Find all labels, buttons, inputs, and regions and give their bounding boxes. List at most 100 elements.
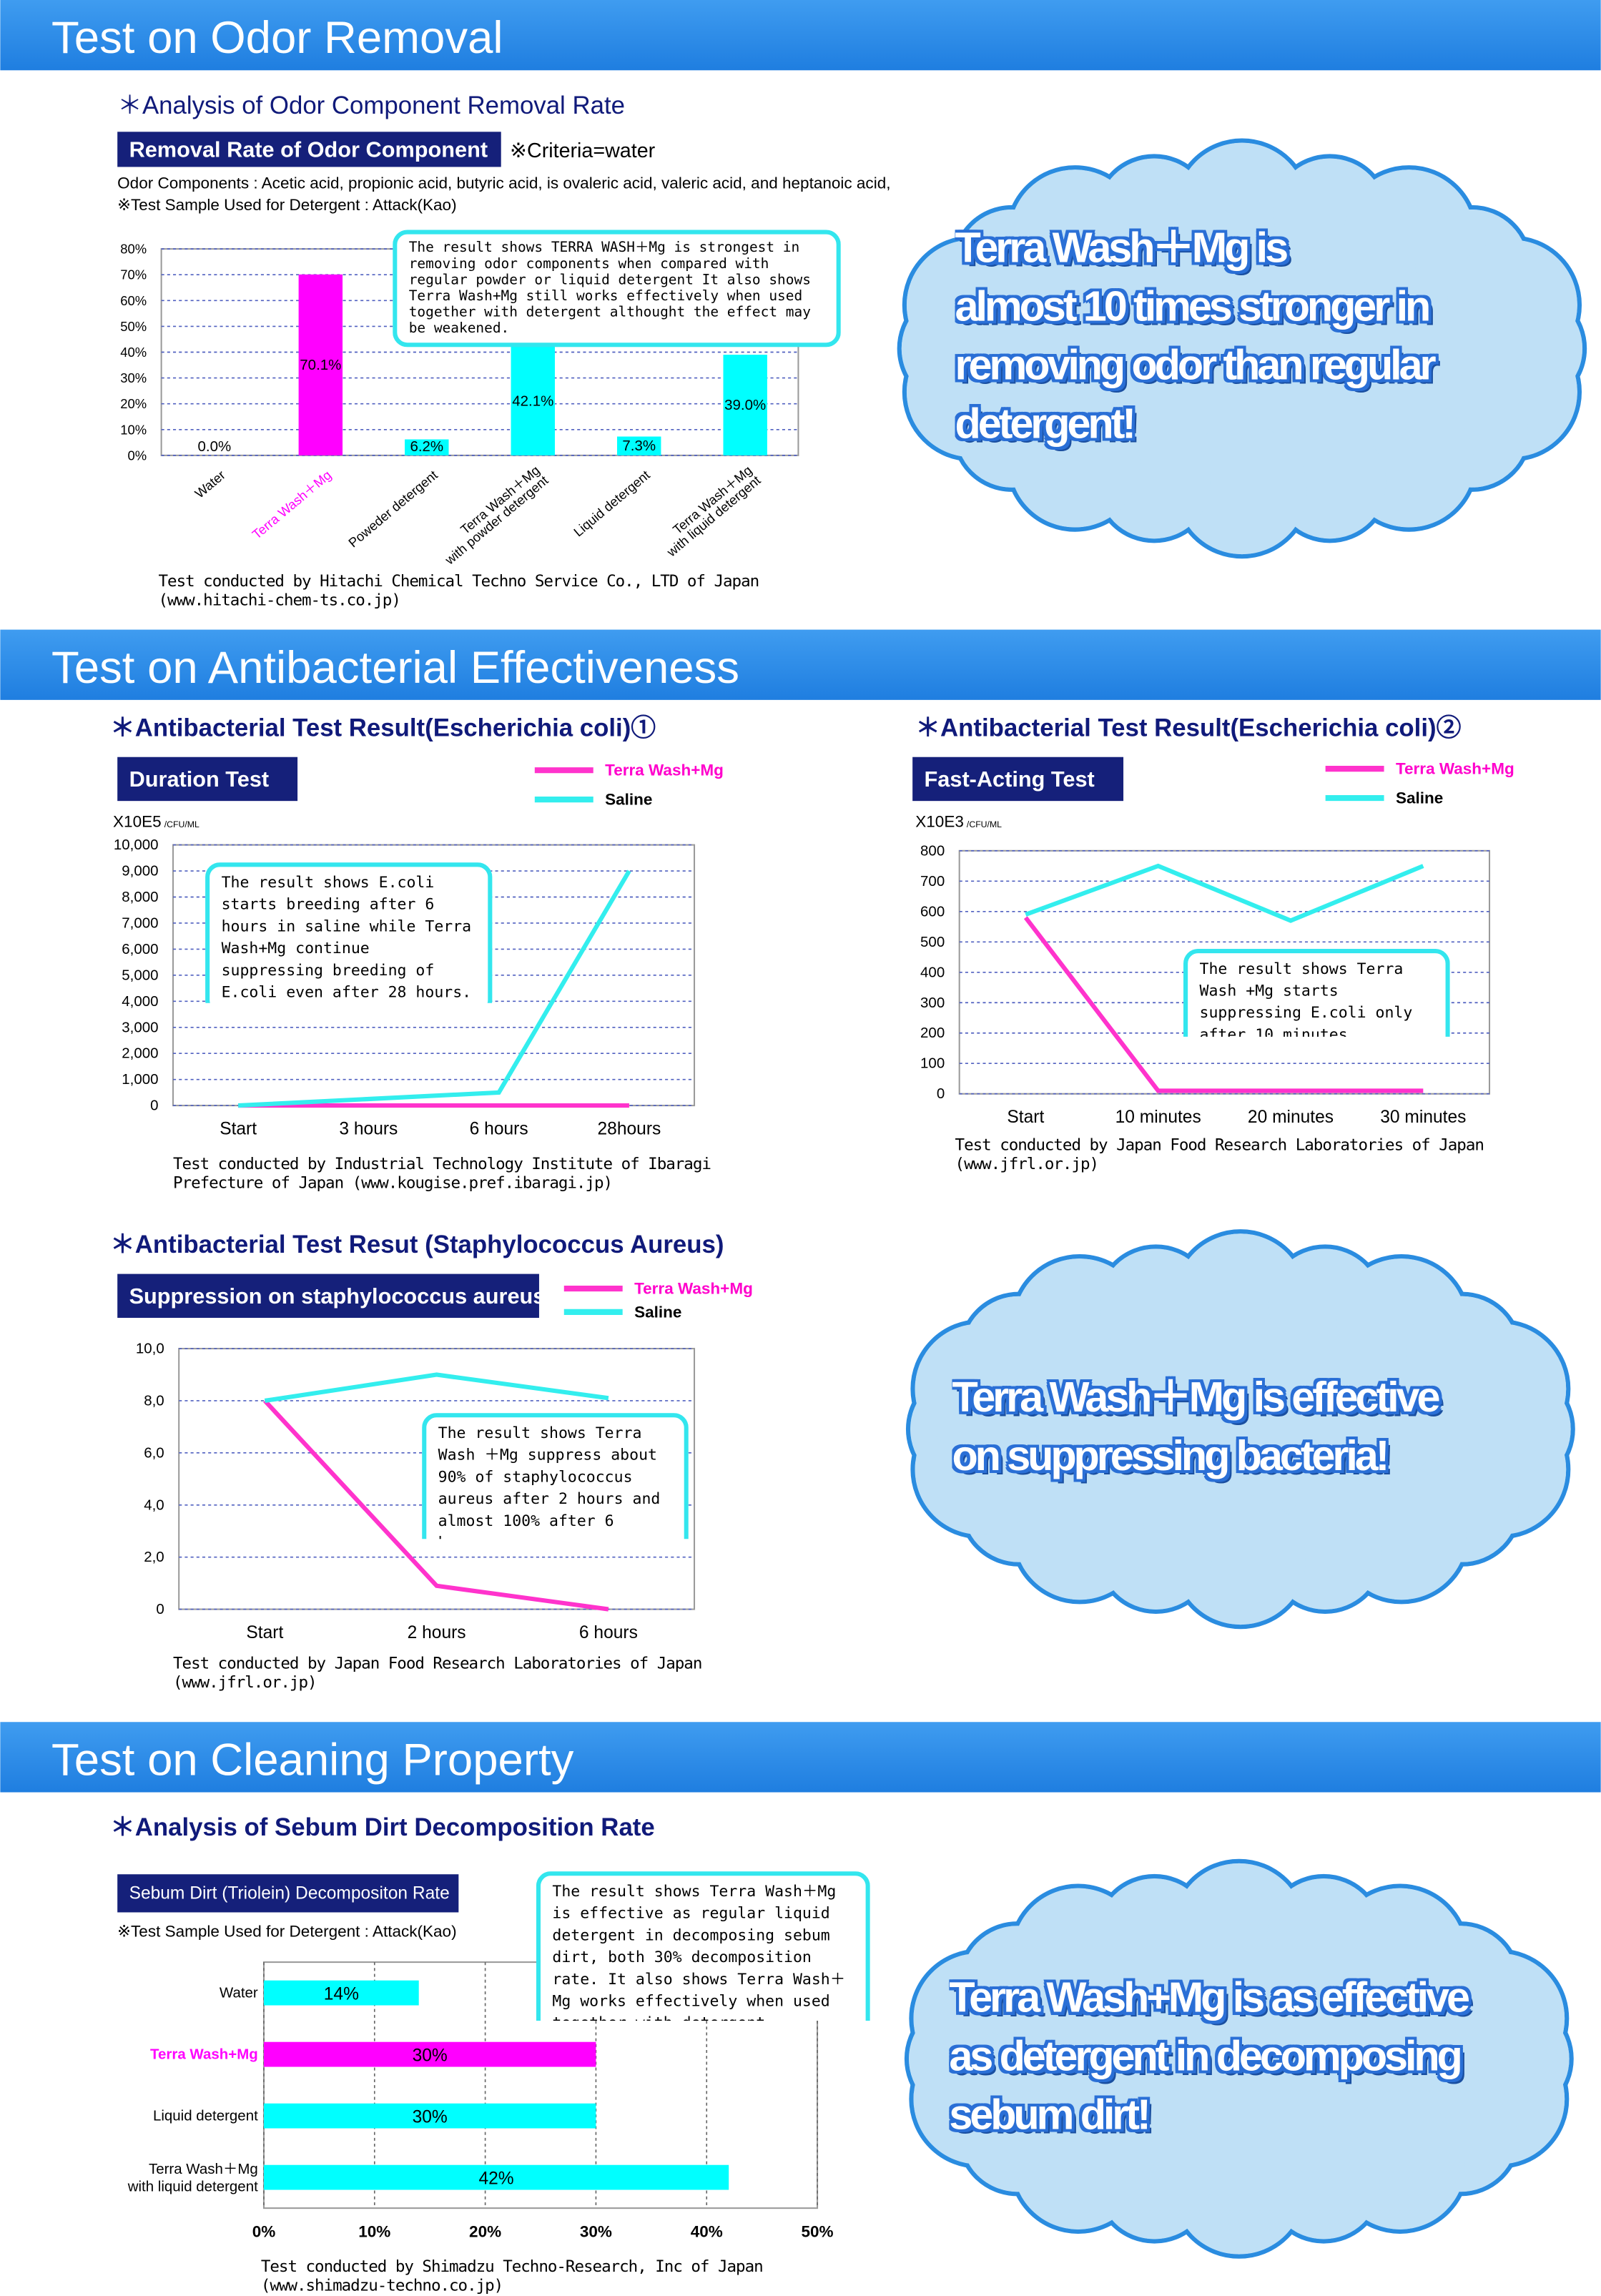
category-label: 28hours (598, 1119, 661, 1138)
y-tick-label: 30% (120, 370, 147, 385)
section-bar (0, 1722, 1601, 1793)
value-label: 39.0% (724, 397, 766, 413)
section-bar (0, 629, 1601, 700)
y-tick-label: 40% (120, 345, 147, 360)
legend-label: Saline (634, 1303, 681, 1321)
y-tick-label: 2,000 (122, 1045, 158, 1062)
legend-label: Terra Wash+Mg (634, 1280, 753, 1298)
x-tick-label: 50% (802, 2222, 834, 2240)
badge (117, 1273, 539, 1319)
value-label: 30% (413, 2108, 448, 2127)
section-title: Test on Odor Removal (51, 13, 503, 63)
category-label: Start (246, 1623, 283, 1642)
series-line (237, 869, 631, 1108)
y-tick-label: 8,0 (144, 1392, 164, 1409)
y-tick-label: 50% (120, 319, 147, 334)
category-label: 6 hours (579, 1623, 638, 1642)
badge-note: ※Criteria=water (510, 139, 656, 162)
bar (405, 439, 449, 455)
value-label: 42% (478, 2169, 513, 2189)
annotation-box: The result shows TERRA WASH＋Mg is strong… (393, 230, 841, 348)
chart-title: ＊Antibacterial Test Result(Escherichia c… (915, 714, 1461, 741)
badge-text: Suppression on staphylococcus aureus (129, 1284, 546, 1309)
annotation: The result shows TERRA WASH＋Mg is strong… (393, 230, 841, 348)
y-tick-label: 60% (120, 293, 147, 308)
y-tick-label: 800 (920, 842, 945, 859)
source-note: Test conducted by Japan Food Research La… (173, 1654, 701, 1692)
badge-text: Duration Test (129, 767, 270, 792)
category-label: 20 minutes (1248, 1108, 1334, 1127)
y-tick-label: 700 (920, 873, 945, 890)
category-label: Start (1007, 1108, 1044, 1127)
series-line (1023, 916, 1424, 1093)
y-unit-small: /CFU/ML (967, 819, 1002, 829)
cloud-text: Terra Wash+Mg is as effective as deterge… (949, 1975, 1470, 2139)
y-tick-label: 3,000 (122, 1019, 158, 1035)
series-line (263, 1399, 609, 1612)
annotation: The result shows Terra Wash＋Mg is effect… (536, 1871, 870, 2021)
cloud-puff (1435, 1324, 1567, 1454)
badge (912, 757, 1124, 802)
value-label: 14% (324, 1985, 359, 2004)
value-label: 70.1% (300, 357, 341, 373)
category-label: 30 minutes (1380, 1108, 1466, 1127)
series-line (1025, 863, 1424, 923)
category-label: 10 minutes (1115, 1108, 1201, 1127)
chart-title: ＊Antibacterial Test Result(Escherichia c… (110, 714, 656, 741)
badge (117, 1874, 459, 1913)
x-tick-label: 10% (358, 2222, 390, 2240)
section-title: Test on Cleaning Property (51, 1735, 574, 1785)
bar (298, 274, 343, 455)
y-tick-label: 0% (128, 448, 147, 463)
x-tick-label: 40% (691, 2222, 723, 2240)
y-tick-label: 20% (120, 396, 147, 411)
category-label: 6 hours (470, 1119, 528, 1138)
annotation: The result shows Terra Wash ＋Mg suppress… (422, 1413, 689, 1539)
y-tick-label: 0 (156, 1601, 164, 1617)
annotation: The result shows E.coli starts breeding … (205, 862, 493, 1003)
cloud-text-box: Terra Wash+Mg is as effective as deterge… (949, 1975, 1470, 2139)
y-tick-label: 500 (920, 934, 945, 950)
legend-label: Saline (605, 791, 652, 809)
y-unit: X10E3 (915, 812, 964, 830)
note: ※Test Sample Used for Detergent : Attack… (117, 1923, 456, 1941)
cloud-text-box: Terra Wash＋Mg is almost 10 times stronge… (955, 225, 1437, 448)
x-tick-label: 30% (580, 2222, 612, 2240)
y-tick-label: 300 (920, 995, 945, 1011)
y-tick-label: 8,000 (122, 889, 158, 905)
y-tick-label: 80% (120, 242, 147, 257)
category-label: 3 hours (339, 1119, 398, 1138)
y-tick-label: 10,000 (114, 837, 159, 853)
cloud-puff (1434, 1953, 1565, 2084)
source-note: Test conducted by Industrial Technology … (173, 1155, 711, 1193)
cloud (905, 1229, 1575, 1630)
cloud-text: Terra Wash＋Mg is almost 10 times stronge… (955, 225, 1437, 448)
y-tick-label: 0 (150, 1098, 158, 1114)
y-tick-label: 4,0 (144, 1497, 164, 1513)
y-tick-label: 600 (920, 903, 945, 920)
badge (117, 757, 298, 802)
y-tick-label: 100 (920, 1055, 945, 1072)
cloud-puff (1173, 2124, 1304, 2255)
legend-label: Terra Wash+Mg (605, 762, 724, 779)
y-tick-label: 9,000 (122, 863, 158, 880)
annotation-box: The result shows E.coli starts breeding … (205, 862, 493, 1003)
cloud-text: Terra Wash＋Mg is effective on suppressin… (952, 1374, 1440, 1481)
y-tick-label: 4,000 (122, 993, 158, 1010)
bar (263, 2041, 596, 2067)
value-label: 6.2% (410, 438, 443, 455)
cloud-puff (1173, 1863, 1304, 1994)
source-note: Test conducted by Shimadzu Techno-Resear… (261, 2257, 763, 2295)
y-unit: X10E5 (113, 812, 162, 830)
category-label: Start (220, 1119, 257, 1138)
source-note: Test conducted by Hitachi Chemical Techn… (159, 572, 759, 610)
chart-title: ＊Analysis of Sebum Dirt Decomposition Ra… (110, 1813, 655, 1841)
x-tick-label: 20% (469, 2222, 501, 2240)
chart-title: ＊Antibacterial Test Resut (Staphylococcu… (110, 1231, 724, 1258)
y-tick-label: 10% (120, 422, 147, 437)
x-tick-label: 0% (252, 2222, 276, 2240)
y-tick-label: 400 (920, 964, 945, 980)
cloud-puff (1176, 423, 1308, 555)
cloud-puff (1175, 1233, 1306, 1364)
